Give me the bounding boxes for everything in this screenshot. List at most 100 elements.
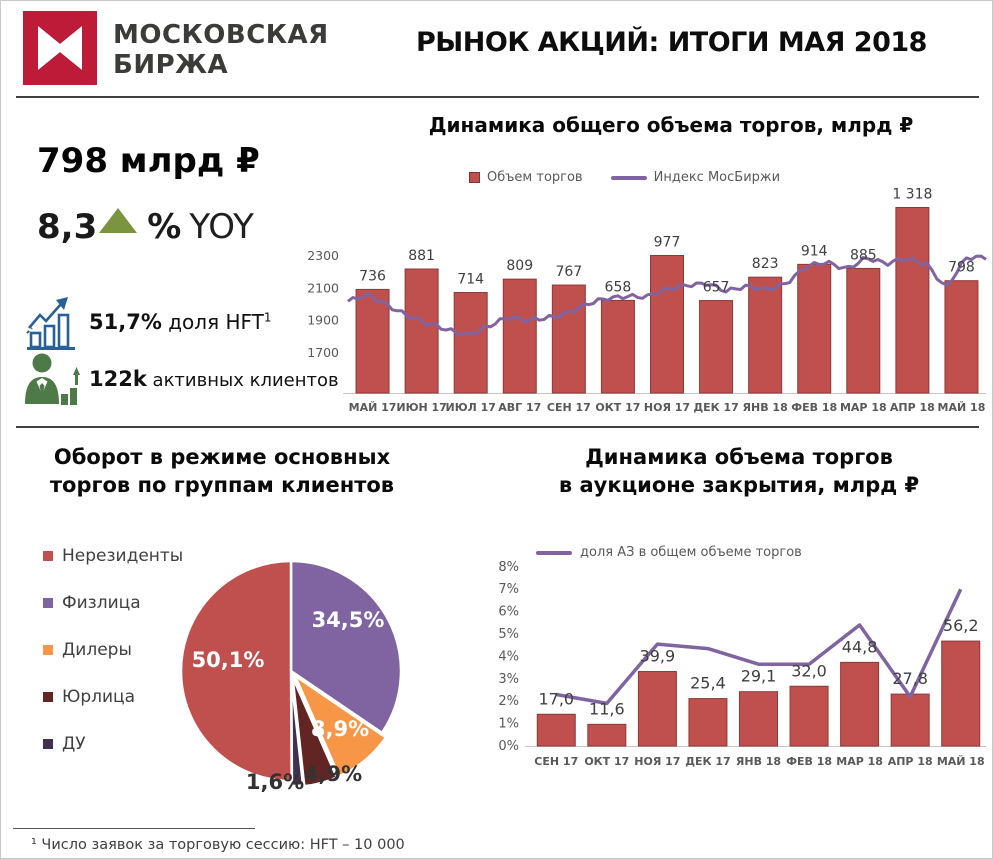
auction-chart-legend: доля АЗ в общем объеме торгов — [536, 545, 802, 560]
volume-bar — [551, 284, 586, 394]
x-axis-label: ДЕК 17 — [685, 755, 730, 768]
az-share-line — [555, 588, 963, 706]
pie-title-line2: торгов по группам клиентов — [49, 473, 395, 498]
bar-value-label: 977 — [654, 234, 681, 250]
pie-legend-item: Нерезиденты — [43, 546, 183, 566]
bar-value-label: 1 318 — [892, 187, 932, 203]
volume-bar — [895, 207, 930, 394]
x-axis-label: НОЯ 17 — [644, 401, 690, 414]
x-axis-label: АВГ 17 — [498, 401, 541, 414]
pie-legend-label: Физлица — [62, 593, 141, 613]
bar-value-label: 39,9 — [640, 647, 676, 666]
x-axis-label: АПР 18 — [890, 401, 935, 414]
footnote-text: ¹ Число заявок за торговую сессию: HFT –… — [31, 837, 405, 853]
bar-value-label: 798 — [948, 260, 975, 276]
x-axis-label: ОКТ 17 — [584, 755, 629, 768]
auction-bar — [536, 713, 576, 747]
x-axis-label: АПР 18 — [888, 755, 933, 768]
y-tick-label: 2% — [498, 694, 519, 709]
x-axis-label: МАР 18 — [840, 401, 887, 414]
volume-bar — [650, 254, 684, 394]
volume-bar — [453, 292, 488, 394]
moex-logo — [23, 11, 97, 85]
volume-bar — [748, 276, 783, 394]
bar-swatch-icon — [469, 172, 480, 183]
kpi-clients-label: активных клиентов — [146, 370, 339, 391]
volume-bar — [404, 268, 439, 394]
kpi-yoy-label: YOY — [189, 207, 254, 247]
pie-slice-label: 1,6% — [246, 770, 304, 794]
auction-bar — [941, 640, 981, 747]
kpi-hft-label: доля HFT — [161, 310, 264, 334]
pie-slice-label: 8,9% — [311, 717, 369, 741]
kpi-yoy-percent-sign: % — [147, 207, 182, 247]
pie-title-line1: Оборот в режиме основных — [53, 445, 391, 469]
x-axis-label: ИЮН 17 — [396, 401, 446, 414]
bar-value-label: 17,0 — [538, 689, 574, 708]
auction-bar — [840, 661, 880, 747]
footnote-divider — [13, 828, 255, 829]
bar-value-label: 11,6 — [589, 699, 625, 718]
kpi-clients-value: 122k — [89, 367, 147, 391]
volume-bar — [846, 267, 881, 394]
x-axis-label: ДЕК 17 — [693, 401, 738, 414]
bar-value-label: 881 — [408, 248, 435, 264]
pie-legend-label: Юрлица — [62, 687, 136, 707]
y-tick-label: 1% — [498, 717, 519, 732]
pie-slice-label: 34,5% — [312, 608, 385, 632]
pie-chart-title: Оборот в режиме основных торгов по групп… — [16, 443, 428, 500]
volume-bar — [502, 278, 537, 394]
bar-value-label: 658 — [605, 279, 632, 295]
kpi-total-volume: 798 млрд ₽ — [37, 141, 260, 181]
volume-bar — [600, 299, 635, 394]
pie-legend-label: ДУ — [62, 734, 86, 754]
x-axis-label: НОЯ 17 — [634, 755, 680, 768]
bar-value-label: 27,8 — [892, 669, 928, 688]
pie-swatch-icon — [43, 598, 53, 608]
auction-bar — [890, 693, 930, 747]
line-swatch-icon — [536, 550, 572, 555]
kpi-hft-footnote-mark: 1 — [263, 310, 272, 325]
y-tick-label: 3% — [498, 672, 519, 687]
pie-slice-4 — [290, 674, 305, 788]
x-axis-label: ФЕВ 18 — [786, 755, 832, 768]
x-axis-label: ЯНВ 18 — [736, 755, 781, 768]
y-tick-label: 8% — [498, 560, 519, 575]
bar-value-label: 56,2 — [943, 616, 979, 635]
volume-bar — [944, 280, 979, 394]
pie-chart-plot: 50,1% 34,5% 8,9% 4,9%1,6% — [179, 559, 403, 794]
x-axis-label: ЯНВ 18 — [743, 401, 788, 414]
x-axis-label: ОКТ 17 — [595, 401, 640, 414]
y-tick-label: 2300 — [307, 248, 339, 263]
auction-bar — [637, 671, 677, 747]
legend-item-volume: Объем торгов — [469, 170, 583, 185]
x-axis-label: МАЙ 17 — [349, 401, 397, 414]
x-axis-label: ИЮЛ 17 — [445, 401, 495, 414]
brand-line2: БИРЖА — [113, 49, 229, 80]
bar-value-label: 25,4 — [690, 674, 726, 693]
pie-swatch-icon — [43, 739, 53, 749]
volume-bar — [355, 288, 390, 394]
y-tick-label: 7% — [498, 582, 519, 597]
bar-value-label: 44,8 — [842, 637, 878, 656]
x-axis-label: ФЕВ 18 — [791, 401, 837, 414]
bar-value-label: 914 — [801, 243, 828, 259]
volume-bar — [699, 300, 734, 394]
kpi-hft-row: 51,7% доля HFT1 — [89, 310, 272, 334]
bar-value-label: 657 — [703, 280, 730, 296]
pie-slice-2 — [293, 674, 388, 778]
y-tick-label: 4% — [498, 649, 519, 664]
pie-slice-label: 4,9% — [304, 762, 362, 786]
auction-chart-title: Динамика объема торгов в аукционе закрыт… — [493, 443, 985, 500]
bar-value-label: 823 — [752, 256, 779, 272]
y-tick-label: 1700 — [307, 345, 339, 360]
pie-swatch-icon — [43, 645, 53, 655]
pie-slice-0 — [179, 559, 293, 783]
y-tick-label: 0% — [498, 739, 519, 754]
pie-legend-label: Нерезиденты — [62, 546, 184, 566]
brand-name: МОСКОВСКАЯ БИРЖА — [113, 20, 329, 80]
bar-value-label: 809 — [506, 258, 533, 274]
index-line — [347, 254, 987, 337]
section-divider — [16, 426, 979, 428]
pie-swatch-icon — [43, 551, 53, 561]
